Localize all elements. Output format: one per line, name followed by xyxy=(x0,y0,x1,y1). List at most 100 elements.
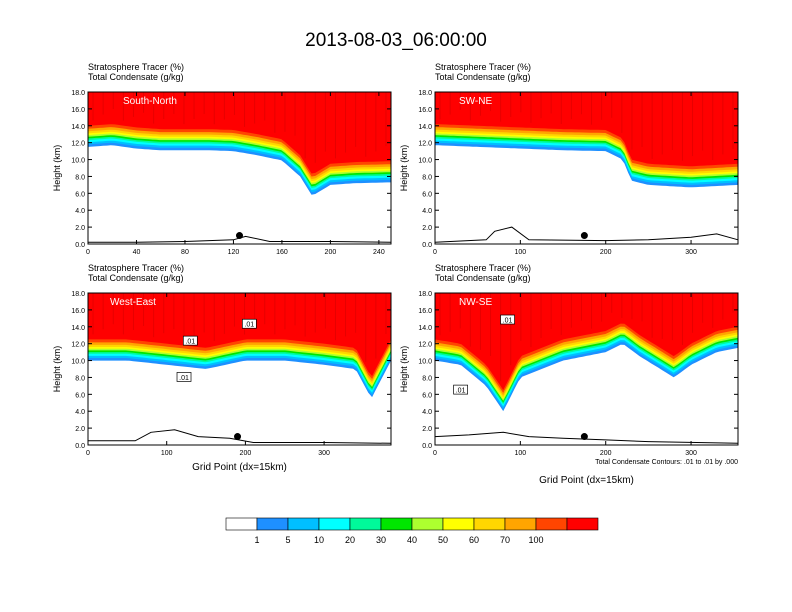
y-tick-label: 10.0 xyxy=(418,158,432,165)
colorbar-label: 10 xyxy=(314,535,324,545)
panel-west-east: Stratosphere Tracer (%)Total Condensate … xyxy=(52,263,392,457)
page-title: 2013-08-03_06:00:00 xyxy=(305,30,487,51)
colorbar-label: 50 xyxy=(438,535,448,545)
colorbar-swatch xyxy=(535,517,568,531)
y-tick-label: 12.0 xyxy=(71,141,85,148)
y-tick-label: 2.0 xyxy=(422,426,432,433)
plot-frame xyxy=(434,292,739,446)
y-axis-title: Height (km) xyxy=(399,346,409,393)
y-tick-label: 14.0 xyxy=(418,124,432,131)
y-axis-title: Height (km) xyxy=(52,346,62,393)
panel-header-tracer: Stratosphere Tracer (%) xyxy=(435,263,531,273)
y-tick-label: 18.0 xyxy=(71,90,85,97)
x-tick-label: 200 xyxy=(240,450,252,457)
plot-frame xyxy=(87,91,392,245)
y-tick-label: 12.0 xyxy=(418,141,432,148)
panel-header-tracer: Stratosphere Tracer (%) xyxy=(435,62,531,72)
x-tick-label: 0 xyxy=(433,249,437,256)
panel-sw-ne: Stratosphere Tracer (%)Total Condensate … xyxy=(399,62,739,256)
y-tick-label: 0.0 xyxy=(422,242,432,249)
y-axis-title: Height (km) xyxy=(399,145,409,192)
y-tick-label: 18.0 xyxy=(418,90,432,97)
colorbar-swatch xyxy=(256,517,289,531)
colorbar-swatch xyxy=(318,517,351,531)
x-tick-label: 300 xyxy=(685,249,697,256)
panel-header-condensate: Total Condensate (g/kg) xyxy=(435,273,531,283)
x-tick-label: 300 xyxy=(318,450,330,457)
contour-label: .01 xyxy=(179,375,189,382)
y-tick-label: 10.0 xyxy=(71,158,85,165)
colorbar-label: 5 xyxy=(285,535,290,545)
y-tick-label: 0.0 xyxy=(75,443,85,450)
contour-label-box xyxy=(453,384,468,395)
y-tick-label: 2.0 xyxy=(75,225,85,232)
panel-title: SW-NE xyxy=(459,96,492,107)
colorbar-swatch xyxy=(504,517,537,531)
y-tick-label: 4.0 xyxy=(75,208,85,215)
y-tick-label: 16.0 xyxy=(418,107,432,114)
colorbar-label: 40 xyxy=(407,535,417,545)
colorbar-swatch xyxy=(566,517,599,531)
colorbar-swatch xyxy=(442,517,475,531)
y-tick-label: 16.0 xyxy=(71,107,85,114)
x-tick-label: 200 xyxy=(600,450,612,457)
colorbar-label: 30 xyxy=(376,535,386,545)
colorbar-label: 20 xyxy=(345,535,355,545)
location-marker xyxy=(234,433,242,441)
colorbar-swatch xyxy=(473,517,506,531)
colorbar-label: 1 xyxy=(254,535,259,545)
contour-footnote: Total Condensate Contours: .01 to .01 by… xyxy=(595,459,738,466)
x-axis-title-left: Grid Point (dx=15km) xyxy=(192,462,287,473)
panel-south-north: Stratosphere Tracer (%)Total Condensate … xyxy=(52,62,392,256)
colorbar-swatch xyxy=(411,517,444,531)
y-tick-label: 4.0 xyxy=(75,409,85,416)
x-tick-label: 240 xyxy=(373,249,385,256)
y-tick-label: 8.0 xyxy=(422,375,432,382)
panel-title: West-East xyxy=(110,297,156,308)
x-tick-label: 0 xyxy=(86,450,90,457)
panel-header-condensate: Total Condensate (g/kg) xyxy=(435,72,531,82)
y-tick-label: 4.0 xyxy=(422,208,432,215)
y-tick-label: 10.0 xyxy=(418,359,432,366)
x-tick-label: 120 xyxy=(228,249,240,256)
plot-frame xyxy=(87,292,392,446)
y-tick-label: 14.0 xyxy=(71,124,85,131)
y-tick-label: 6.0 xyxy=(422,191,432,198)
location-marker xyxy=(580,433,588,441)
x-tick-label: 0 xyxy=(433,450,437,457)
panel-title: NW-SE xyxy=(459,297,492,308)
contour-label: .01 xyxy=(456,388,466,395)
contour-label: .01 xyxy=(185,339,195,346)
x-tick-label: 160 xyxy=(276,249,288,256)
x-tick-label: 80 xyxy=(181,249,189,256)
y-tick-label: 2.0 xyxy=(75,426,85,433)
x-tick-label: 40 xyxy=(133,249,141,256)
y-tick-label: 6.0 xyxy=(75,392,85,399)
terrain-line xyxy=(88,429,392,444)
colorbar-swatch xyxy=(225,517,258,531)
y-tick-label: 4.0 xyxy=(422,409,432,416)
colorbar-label: 70 xyxy=(500,535,510,545)
colorbar-label: 100 xyxy=(528,535,543,545)
y-tick-label: 8.0 xyxy=(422,174,432,181)
y-tick-label: 10.0 xyxy=(71,359,85,366)
x-tick-label: 100 xyxy=(161,450,173,457)
colorbar-swatch xyxy=(380,517,413,531)
x-tick-label: 200 xyxy=(325,249,337,256)
y-tick-label: 16.0 xyxy=(418,308,432,315)
x-tick-label: 200 xyxy=(600,249,612,256)
y-tick-label: 2.0 xyxy=(422,225,432,232)
x-tick-label: 300 xyxy=(685,450,697,457)
panel-header-tracer: Stratosphere Tracer (%) xyxy=(88,263,184,273)
panel-header-condensate: Total Condensate (g/kg) xyxy=(88,273,184,283)
terrain-line xyxy=(434,431,739,444)
x-tick-label: 0 xyxy=(86,249,90,256)
y-tick-label: 12.0 xyxy=(418,342,432,349)
y-axis-title: Height (km) xyxy=(52,145,62,192)
y-tick-label: 8.0 xyxy=(75,375,85,382)
y-tick-label: 12.0 xyxy=(71,342,85,349)
y-tick-label: 0.0 xyxy=(75,242,85,249)
y-tick-label: 14.0 xyxy=(418,325,432,332)
